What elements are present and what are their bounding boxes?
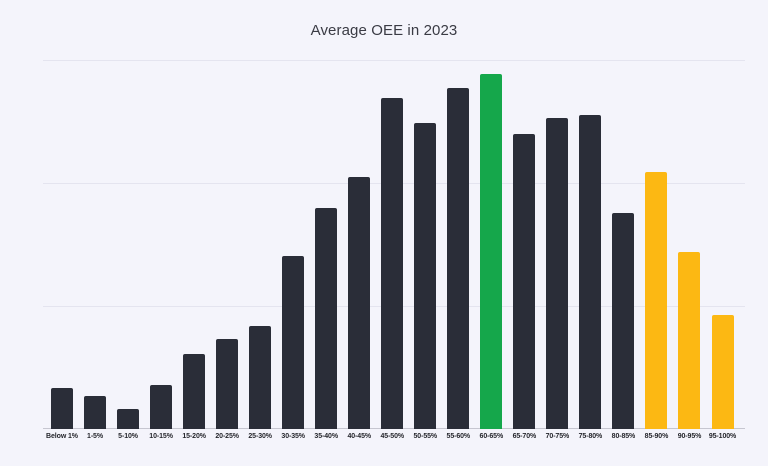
x-tick-label-95-100: 95-100% — [708, 433, 737, 440]
bar-1-5 — [84, 395, 107, 429]
x-tick-label-25-30: 25-30% — [248, 433, 272, 440]
bar-40-45 — [348, 176, 371, 429]
plot-area: Below 1% 1-5% 5-10% 10-15% 15-20% 20-25% 25-30… — [43, 60, 745, 440]
x-tick-label-60-65: 60-65% — [479, 433, 504, 440]
bar-25-30 — [249, 325, 272, 429]
bar-35-40 — [315, 207, 338, 429]
bar-85-90 — [645, 171, 668, 429]
x-tick-label-40-45: 40-45% — [347, 433, 371, 440]
bar-75-80 — [579, 115, 602, 429]
bar-45-50 — [381, 98, 404, 429]
x-tick-label-90-95: 90-95% — [677, 433, 702, 440]
x-tick-label-30-35: 30-35% — [281, 433, 305, 440]
x-tick-label-45-50: 45-50% — [380, 433, 405, 440]
bar-30-35 — [282, 255, 305, 429]
bar-60-65 — [480, 73, 503, 429]
x-tick-label-65-70: 65-70% — [512, 433, 537, 440]
x-tick-label-55-60: 55-60% — [446, 433, 471, 440]
x-tick-label-80-85: 80-85% — [611, 433, 636, 440]
x-tick-label-5-10: 5-10% — [118, 433, 138, 440]
bar-20-25 — [216, 339, 239, 429]
bar-90-95 — [678, 251, 701, 429]
bar-70-75 — [546, 117, 569, 429]
x-axis-labels: Below 1% 1-5% 5-10% 10-15% 15-20% 20-25% 25-30… — [43, 429, 745, 445]
bar-50-55 — [414, 122, 437, 429]
bar-65-70 — [513, 133, 536, 429]
bar-below-1 — [51, 388, 73, 429]
x-tick-label-70-75: 70-75% — [545, 433, 570, 440]
x-tick-label-85-90: 85-90% — [644, 433, 669, 440]
bar-95-100 — [711, 314, 734, 429]
chart-title: Average OEE in 2023 — [310, 22, 458, 39]
x-tick-label-50-55: 50-55% — [413, 433, 438, 440]
bar-15-20 — [183, 353, 206, 429]
x-tick-label-20-25: 20-25% — [215, 433, 239, 440]
x-tick-label-below-1: Below 1% — [46, 433, 78, 440]
bar-10-15 — [150, 384, 173, 429]
bar-5-10 — [117, 409, 140, 429]
bar-55-60 — [447, 88, 470, 429]
gridline-3 — [43, 60, 745, 61]
bar-80-85 — [612, 212, 635, 429]
x-tick-label-35-40: 35-40% — [314, 433, 338, 440]
x-tick-label-10-15: 10-15% — [149, 433, 173, 440]
x-tick-label-1-5: 1-5% — [87, 433, 103, 440]
x-tick-label-75-80: 75-80% — [578, 433, 603, 440]
x-tick-label-15-20: 15-20% — [182, 433, 206, 440]
